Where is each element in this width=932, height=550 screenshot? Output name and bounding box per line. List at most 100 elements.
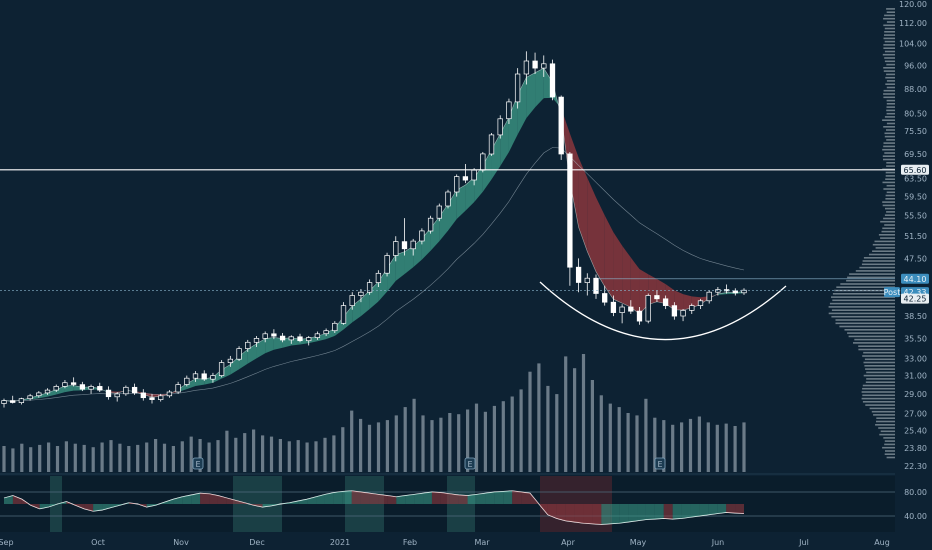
- candle-body: [202, 374, 207, 379]
- profile-bar: [887, 87, 895, 89]
- oscillator-fill: [414, 493, 423, 504]
- oscillator-fill: [343, 491, 352, 504]
- candle-body: [594, 278, 599, 293]
- candle-body: [254, 338, 259, 342]
- volume-bar: [323, 438, 326, 472]
- profile-bar: [882, 119, 895, 121]
- profile-bar: [869, 254, 895, 256]
- oscillator-fill: [512, 491, 521, 504]
- price-tag-label: Post: [884, 288, 901, 297]
- profile-bar: [883, 54, 895, 56]
- candle-body: [158, 396, 163, 400]
- volume-bar: [395, 415, 398, 472]
- profile-bar: [881, 431, 895, 433]
- volume-bar: [92, 447, 95, 472]
- profile-bar: [885, 208, 895, 210]
- volume-bar: [127, 446, 130, 472]
- volume-bar: [332, 435, 335, 472]
- candle-body: [402, 242, 407, 249]
- profile-bar: [887, 106, 896, 108]
- candle-body: [420, 231, 425, 241]
- profile-bar: [862, 388, 895, 390]
- profile-bar: [885, 133, 896, 135]
- candle-body: [524, 61, 529, 74]
- candle-body: [45, 390, 50, 393]
- profile-bar: [886, 172, 895, 174]
- candle-body: [272, 334, 277, 336]
- candle-body: [629, 307, 634, 311]
- volume-bar: [47, 443, 50, 473]
- candle-body: [533, 61, 538, 68]
- profile-bar: [883, 47, 895, 49]
- volume-bar: [716, 425, 719, 472]
- volume-bar: [288, 441, 291, 472]
- candle-body: [602, 294, 607, 303]
- candle-body: [637, 311, 642, 321]
- volume-bar: [377, 422, 380, 472]
- volume-bar: [270, 437, 273, 472]
- profile-bar: [882, 149, 895, 151]
- profile-bar: [866, 381, 895, 383]
- profile-bar: [885, 440, 895, 442]
- time-tick-label: Mar: [474, 538, 490, 547]
- oscillator-fill: [592, 504, 601, 524]
- candle-body: [124, 387, 129, 394]
- oscillator-fill: [628, 504, 637, 522]
- profile-bar: [885, 28, 895, 30]
- candle-body: [672, 306, 677, 317]
- profile-bar: [885, 450, 895, 452]
- volume-bar: [537, 363, 540, 472]
- profile-bar: [859, 267, 895, 269]
- candle-body: [350, 296, 355, 306]
- oscillator-fill: [450, 494, 459, 504]
- candle-body: [211, 376, 216, 380]
- profile-bar: [885, 61, 895, 63]
- time-tick-label: Oct: [91, 538, 105, 547]
- volume-bar: [564, 356, 567, 472]
- price-tag: 65.60: [901, 165, 929, 175]
- oscillator-fill: [441, 493, 450, 504]
- profile-bar: [886, 74, 895, 76]
- candle-body: [315, 334, 320, 338]
- volume-bar: [555, 394, 558, 472]
- time-tick-label: Nov: [173, 538, 189, 547]
- candle-body: [446, 192, 451, 206]
- profile-bar: [862, 355, 895, 357]
- volume-bar: [172, 446, 175, 472]
- candle-body: [454, 177, 459, 192]
- profile-bar: [849, 273, 895, 275]
- profile-bar: [849, 336, 895, 338]
- profile-bar: [866, 378, 895, 380]
- profile-bar: [883, 205, 895, 207]
- profile-bar: [863, 385, 895, 387]
- time-tick-label: Dec: [249, 538, 264, 547]
- oscillator-fill: [619, 504, 628, 523]
- oscillator-tick-label: 80.00: [904, 488, 927, 497]
- price-tick-label: 38.50: [904, 312, 927, 321]
- volume-bar: [136, 445, 139, 472]
- profile-bar: [883, 159, 895, 161]
- volume-bar: [635, 415, 638, 472]
- oscillator-fill: [405, 494, 414, 504]
- candle-body: [542, 64, 547, 68]
- volume-bar: [208, 443, 211, 473]
- profile-bar: [885, 116, 895, 118]
- volume-bar: [600, 395, 603, 472]
- price-tick-label: 27.00: [904, 409, 927, 418]
- candle-body: [463, 177, 468, 181]
- profile-bar: [862, 398, 895, 400]
- oscillator-fill: [494, 491, 503, 504]
- candle-body: [707, 292, 712, 301]
- oscillator-fill: [637, 504, 646, 521]
- profile-bar: [887, 123, 895, 125]
- candle-body: [237, 349, 242, 360]
- volume-bar: [502, 401, 505, 472]
- earnings-letter: E: [195, 460, 200, 469]
- price-tick-label: 33.00: [904, 354, 927, 363]
- profile-bar: [876, 417, 895, 419]
- oscillator-fill: [735, 504, 744, 514]
- candle-body: [620, 307, 625, 313]
- profile-bar: [884, 70, 895, 72]
